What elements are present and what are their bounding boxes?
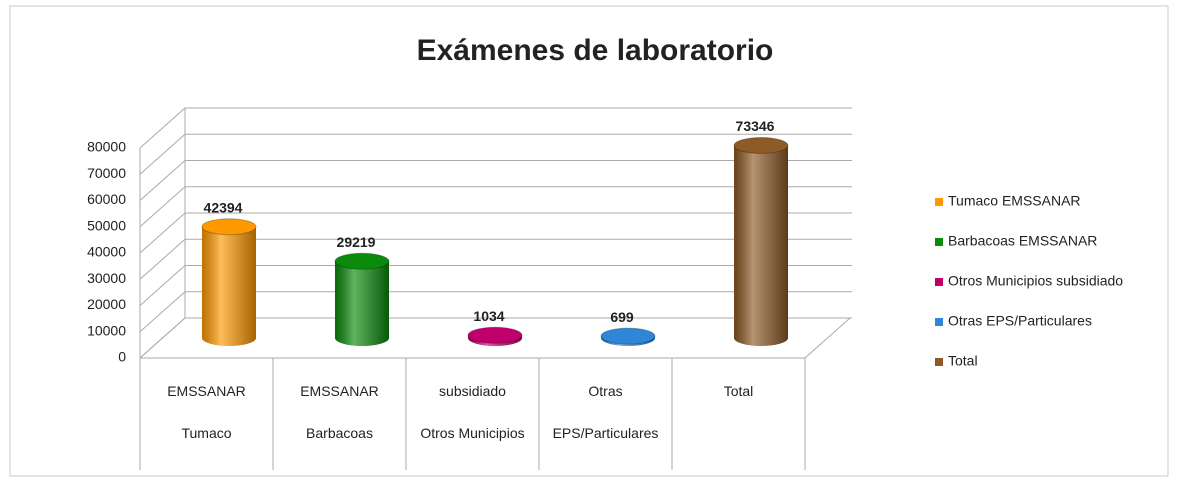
x-tick-label: Otros Municipios — [420, 425, 525, 441]
data-label: 29219 — [337, 234, 376, 250]
legend-label: Total — [948, 353, 978, 369]
x-tick-label: Total — [723, 383, 754, 399]
legend-swatch — [935, 238, 943, 246]
bar-top — [201, 218, 257, 236]
x-tick-label: EMSSANAR — [300, 383, 379, 399]
y-tick-label: 50000 — [87, 217, 126, 233]
data-label: 42394 — [204, 199, 243, 215]
data-label: 1034 — [473, 308, 504, 324]
legend-label: Barbacoas EMSSANAR — [948, 233, 1097, 249]
bar-top — [334, 252, 390, 270]
legend-swatch — [935, 198, 943, 206]
legend-swatch — [935, 318, 943, 326]
x-tick-label: EMSSANAR — [167, 383, 246, 399]
bar-shade — [335, 261, 389, 346]
frame — [9, 5, 1169, 477]
y-tick-label: 30000 — [87, 270, 126, 286]
x-tick-label: subsidiado — [439, 383, 506, 399]
legend-label: Otros Municipios subsidiado — [948, 273, 1123, 289]
legend-swatch — [935, 278, 943, 286]
y-tick-label: 60000 — [87, 191, 126, 207]
bar-top — [467, 326, 523, 344]
legend-swatch — [935, 358, 943, 366]
y-tick-label: 0 — [118, 349, 126, 365]
bar-top — [733, 136, 789, 154]
bar-shade — [734, 145, 788, 346]
y-tick-label: 70000 — [87, 165, 126, 181]
chart-title: Exámenes de laboratorio — [417, 34, 774, 67]
legend-label: Otras EPS/Particulares — [948, 313, 1092, 329]
x-tick-label: Tumaco — [181, 425, 232, 441]
y-tick-label: 10000 — [87, 322, 126, 338]
x-tick-label: Otras — [588, 383, 623, 399]
legend-label: Tumaco EMSSANAR — [948, 193, 1081, 209]
x-tick-label: Barbacoas — [306, 425, 373, 441]
y-tick-label: 20000 — [87, 296, 126, 312]
y-tick-label: 40000 — [87, 244, 126, 260]
data-label: 73346 — [736, 118, 775, 134]
x-tick-label: EPS/Particulares — [552, 425, 659, 441]
data-label: 699 — [610, 309, 634, 325]
bar-top — [600, 327, 656, 345]
bar-shade — [202, 226, 256, 346]
y-tick-label: 80000 — [87, 139, 126, 155]
